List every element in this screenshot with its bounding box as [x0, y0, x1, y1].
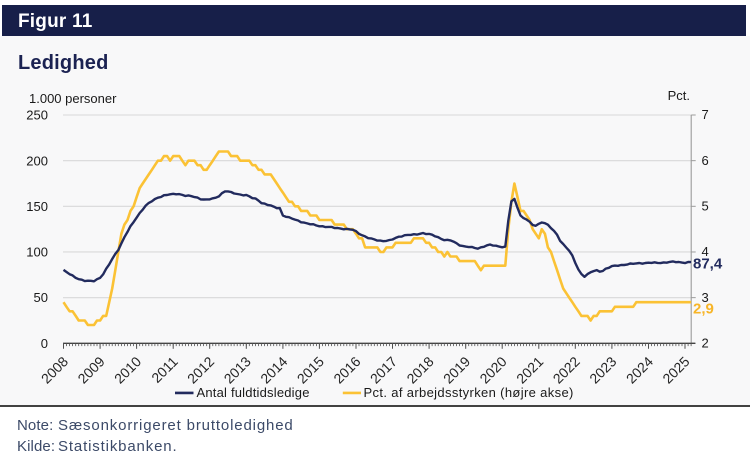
svg-text:2019: 2019: [440, 353, 473, 386]
svg-text:2018: 2018: [403, 353, 436, 386]
svg-text:2014: 2014: [257, 353, 290, 386]
svg-text:2017: 2017: [367, 353, 400, 386]
svg-text:2025: 2025: [659, 353, 692, 386]
svg-text:200: 200: [26, 153, 48, 168]
svg-text:87,4: 87,4: [693, 256, 723, 273]
svg-text:Antal fuldtidsledige: Antal fuldtidsledige: [197, 385, 310, 400]
svg-text:2021: 2021: [513, 353, 546, 386]
svg-text:6: 6: [702, 153, 709, 168]
svg-text:2010: 2010: [111, 353, 144, 386]
svg-text:2011: 2011: [148, 353, 181, 386]
svg-text:150: 150: [26, 199, 48, 214]
svg-text:5: 5: [702, 199, 709, 214]
svg-text:2020: 2020: [476, 353, 509, 386]
svg-text:2022: 2022: [550, 353, 583, 386]
svg-text:2015: 2015: [294, 353, 327, 386]
svg-text:100: 100: [26, 245, 48, 260]
svg-text:2: 2: [702, 336, 709, 351]
svg-text:7: 7: [702, 107, 709, 122]
svg-text:4: 4: [702, 244, 709, 259]
svg-text:2024: 2024: [623, 353, 656, 386]
svg-text:2013: 2013: [221, 353, 254, 386]
svg-text:3: 3: [702, 290, 709, 305]
svg-text:Pct. af arbejdsstyrken (højre: Pct. af arbejdsstyrken (højre akse): [364, 385, 574, 400]
svg-text:0: 0: [41, 336, 48, 351]
svg-text:2023: 2023: [586, 353, 619, 386]
svg-text:2012: 2012: [184, 353, 217, 386]
svg-text:2008: 2008: [38, 353, 71, 386]
svg-text:50: 50: [34, 290, 48, 305]
svg-text:2009: 2009: [74, 353, 107, 386]
svg-text:250: 250: [26, 108, 48, 123]
svg-text:2016: 2016: [330, 353, 363, 386]
svg-text:2,9: 2,9: [693, 301, 714, 318]
